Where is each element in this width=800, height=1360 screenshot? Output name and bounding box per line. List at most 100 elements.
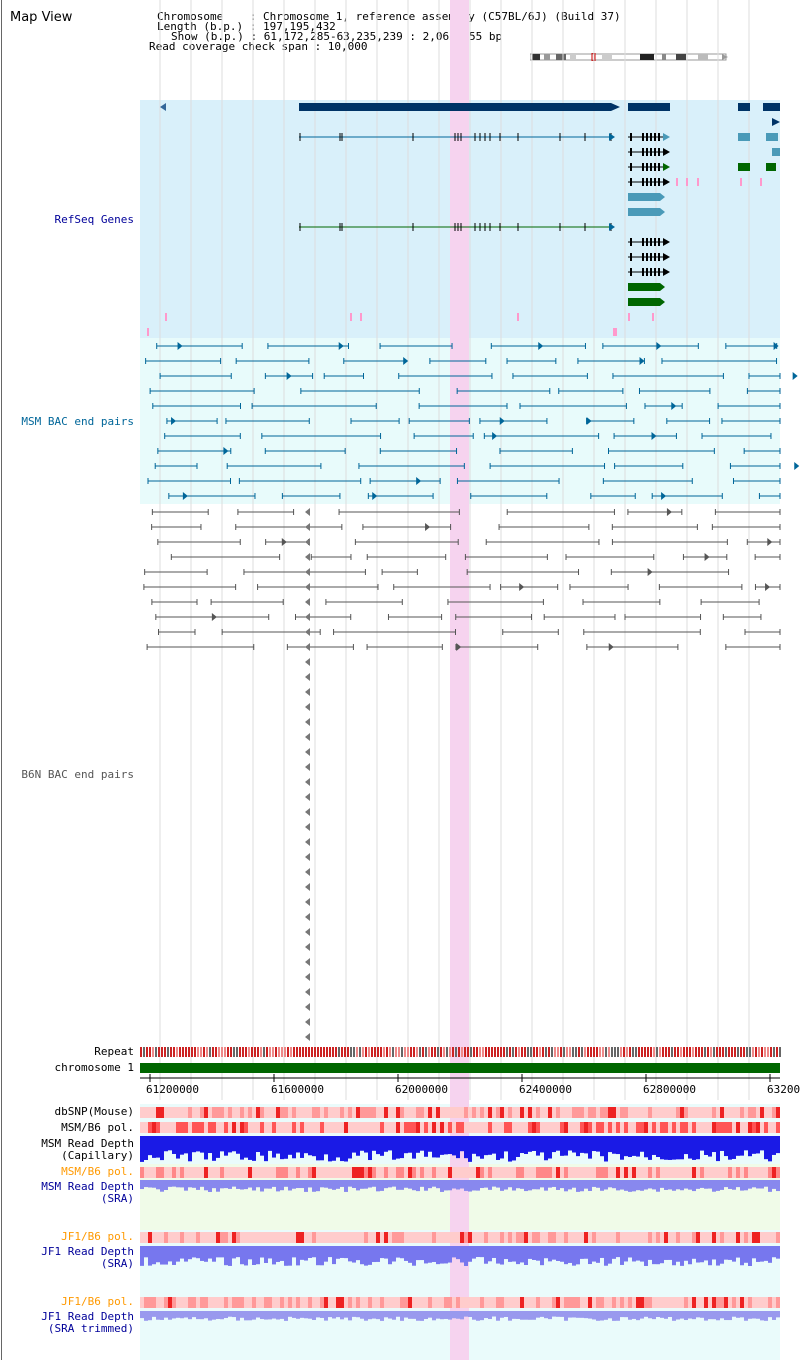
msm-b6-pol-cell: [484, 1122, 488, 1133]
msm-depth-cap-bar: [268, 1136, 272, 1151]
jf1-depth-sra-bar: [300, 1246, 304, 1260]
repeat-mark: [311, 1047, 313, 1057]
msm-depth-cap-bar: [376, 1136, 380, 1155]
msm-b6-pol-sra-cell: [496, 1167, 500, 1178]
repeat-mark: [554, 1047, 556, 1057]
jf1-depth-trim-bar: [312, 1311, 316, 1320]
gene-arrow: [663, 178, 670, 186]
msm-b6-pol-cell: [480, 1122, 484, 1133]
msm-depth-cap-bar: [704, 1136, 708, 1155]
track-label-msm-bac[interactable]: MSM BAC end pairs: [21, 416, 134, 428]
jf1-depth-trim-bar: [768, 1311, 772, 1318]
track-label-repeat[interactable]: Repeat: [94, 1046, 134, 1058]
repeat-mark: [545, 1047, 547, 1057]
b6n-bac-end-arrow: [305, 643, 310, 651]
jf1-b6-pol-cell: [644, 1232, 648, 1243]
msm-depth-sra-bar: [144, 1180, 148, 1188]
track-label-msm-b6-pol-sra[interactable]: MSM/B6 pol.: [61, 1166, 134, 1178]
msm-b6-pol-cell: [164, 1122, 168, 1133]
repeat-mark: [455, 1047, 457, 1057]
msm-depth-cap-bar: [472, 1136, 476, 1154]
repeat-mark: [149, 1047, 151, 1057]
track-label-jf1-b6-pol2[interactable]: JF1/B6 pol.: [61, 1296, 134, 1308]
track-label-refseq[interactable]: RefSeq Genes: [55, 214, 134, 226]
jf1-b6-pol-cell: [716, 1232, 720, 1243]
gene-exon: [630, 268, 632, 276]
track-label-msm-depth-cap[interactable]: MSM Read Depth (Capillary): [41, 1138, 134, 1162]
jf1-b6-pol-cell: [504, 1232, 508, 1243]
msm-depth-sra-bar: [572, 1180, 576, 1188]
msm-bac-pair-arrow: [671, 402, 677, 410]
track-label-dbsnp[interactable]: dbSNP(Mouse): [55, 1106, 134, 1118]
jf1-depth-trim-bar: [168, 1311, 172, 1320]
dbsnp-cell: [168, 1107, 172, 1118]
msm-depth-sra-bar: [684, 1180, 688, 1189]
jf1-depth-sra-bar: [380, 1246, 384, 1259]
repeat-mark: [416, 1047, 418, 1057]
repeat-mark: [374, 1047, 376, 1057]
jf1-b6-pol2-cell: [184, 1297, 188, 1308]
jf1-depth-sra-bar: [668, 1246, 672, 1260]
gene-exon: [646, 238, 648, 246]
gene-exon: [658, 133, 660, 141]
jf1-b6-pol-cell: [728, 1232, 732, 1243]
msm-b6-pol-cell: [536, 1122, 540, 1133]
msm-depth-cap-bar: [524, 1136, 528, 1154]
jf1-depth-sra-bar: [740, 1246, 744, 1266]
jf1-b6-pol-cell: [220, 1232, 224, 1243]
jf1-depth-trim-bar: [288, 1311, 292, 1317]
msm-b6-pol-sra-cell: [460, 1167, 464, 1178]
dbsnp-cell: [420, 1107, 424, 1118]
track-label-jf1-b6-pol[interactable]: JF1/B6 pol.: [61, 1231, 134, 1243]
track-label-jf1-depth-sra[interactable]: JF1 Read Depth (SRA): [41, 1246, 134, 1270]
repeat-mark: [698, 1047, 700, 1057]
track-label-b6n-bac[interactable]: B6N BAC end pairs: [21, 769, 134, 781]
repeat-mark: [713, 1047, 715, 1057]
jf1-depth-sra-bar: [440, 1246, 444, 1264]
track-label-jf1-depth-trim[interactable]: JF1 Read Depth (SRA trimmed): [41, 1311, 134, 1335]
jf1-b6-pol-cell: [484, 1232, 488, 1243]
repeat-mark: [548, 1047, 550, 1057]
repeat-mark: [140, 1047, 142, 1057]
msm-bac-pair-arrow: [499, 417, 505, 425]
b6n-bac-pair-arrow: [666, 508, 672, 516]
msm-depth-sra-bar: [240, 1180, 244, 1190]
track-label-msm-b6-pol[interactable]: MSM/B6 pol.: [61, 1122, 134, 1134]
msm-b6-pol-sra-cell: [668, 1167, 672, 1178]
msm-b6-pol-cell: [732, 1122, 736, 1133]
repeat-mark: [296, 1047, 298, 1057]
jf1-b6-pol-cell: [688, 1232, 692, 1243]
gene-arrow: [663, 133, 670, 141]
jf1-b6-pol2-cell: [476, 1297, 480, 1308]
msm-depth-cap-bar: [212, 1136, 216, 1161]
chromosome-ideogram[interactable]: [530, 53, 728, 61]
msm-b6-pol-cell: [184, 1122, 188, 1133]
track-label-msm-depth-sra[interactable]: MSM Read Depth (SRA): [41, 1181, 134, 1205]
msm-depth-cap-bar: [308, 1136, 312, 1156]
msm-b6-pol-sra-cell: [184, 1167, 188, 1178]
msm-depth-sra-sub: (SRA): [100, 1192, 134, 1205]
jf1-b6-pol2-cell: [764, 1297, 768, 1308]
jf1-b6-pol2-cell: [172, 1297, 176, 1308]
repeat-mark: [356, 1047, 358, 1057]
jf1-b6-pol2-cell: [540, 1297, 544, 1308]
repeat-mark: [449, 1047, 451, 1057]
jf1-b6-pol-cell: [708, 1232, 712, 1243]
jf1-depth-sra-bar: [512, 1246, 516, 1262]
repeat-mark: [773, 1047, 775, 1057]
msm-depth-sra-bar: [544, 1180, 548, 1191]
track-label-chromosome[interactable]: chromosome 1: [55, 1062, 134, 1074]
jf1-b6-pol-cell: [404, 1232, 408, 1243]
jf1-depth-sra-bar: [140, 1246, 144, 1266]
jf1-b6-pol-cell: [288, 1232, 292, 1243]
b6n-bac-end-arrow: [305, 718, 310, 726]
jf1-b6-pol-cell: [160, 1232, 164, 1243]
msm-b6-pol-cell: [604, 1122, 608, 1133]
jf1-depth-sra-bar: [496, 1246, 500, 1264]
msm-depth-sra-bar: [168, 1180, 172, 1187]
msm-b6-pol-sra-cell: [748, 1167, 752, 1178]
jf1-depth-sra-bar: [408, 1246, 412, 1263]
msm-depth-sra-bar: [188, 1180, 192, 1188]
msm-depth-sra-bar: [704, 1180, 708, 1189]
